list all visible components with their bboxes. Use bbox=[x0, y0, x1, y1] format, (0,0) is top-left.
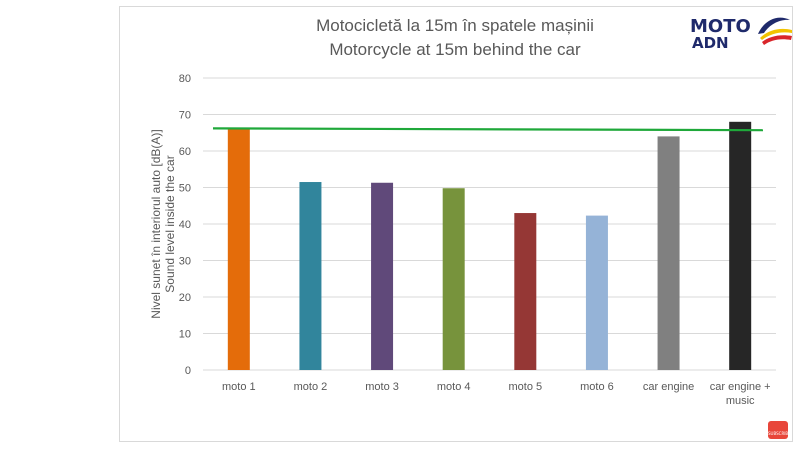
bar-7 bbox=[657, 136, 680, 370]
logo-text-moto: MOTO bbox=[690, 16, 751, 37]
moto-adn-logo: MOTO ADN bbox=[690, 16, 792, 52]
bar-8 bbox=[729, 121, 752, 370]
chart-title-line-2: Motorcycle at 15m behind the car bbox=[329, 40, 581, 59]
bar-1 bbox=[227, 129, 250, 370]
chart-title-line-1: Motocicletă la 15m în spatele mașinii bbox=[316, 16, 594, 35]
bar-4 bbox=[442, 188, 465, 370]
bar-2 bbox=[299, 182, 322, 370]
y-axis-label-line-2: Sound level inside the car bbox=[163, 155, 177, 292]
x-tick-label: moto 3 bbox=[365, 381, 399, 393]
x-tick-label: moto 6 bbox=[580, 381, 614, 393]
bar-3 bbox=[371, 182, 394, 370]
y-axis-label: Nivel sunet în interiorul auto [dB(A)] S… bbox=[149, 129, 177, 318]
chart-title: Motocicletă la 15m în spatele mașinii Mo… bbox=[316, 16, 594, 59]
x-tick-label: moto 1 bbox=[222, 381, 256, 393]
reference-line-group bbox=[212, 127, 764, 132]
y-tick-label: 80 bbox=[179, 73, 191, 85]
x-tick-label: car engine bbox=[643, 381, 694, 393]
logo-swoosh-icon bbox=[758, 17, 792, 45]
x-tick-label: music bbox=[726, 395, 755, 407]
y-tick-label: 0 bbox=[185, 365, 191, 377]
x-tick-label: car engine + bbox=[710, 381, 771, 393]
x-tick-labels: moto 1 moto 2 moto 3 moto 4 moto 5 moto 6 car … bbox=[222, 381, 771, 407]
x-tick-label: moto 5 bbox=[508, 381, 542, 393]
subscribe-badge[interactable]: SUBSCRIBE bbox=[768, 421, 791, 439]
bars bbox=[227, 121, 752, 370]
logo-text-adn: ADN bbox=[692, 34, 729, 52]
y-tick-label: 10 bbox=[179, 329, 191, 341]
y-axis-label-line-1: Nivel sunet în interiorul auto [dB(A)] bbox=[149, 129, 163, 318]
subscribe-label: SUBSCRIBE bbox=[768, 431, 791, 436]
y-tick-label: 70 bbox=[179, 110, 191, 122]
y-tick-label: 60 bbox=[179, 146, 191, 158]
y-tick-label: 30 bbox=[179, 256, 191, 268]
bar-6 bbox=[585, 215, 608, 370]
reference-line bbox=[212, 127, 764, 132]
gridlines bbox=[203, 77, 776, 371]
x-tick-label: moto 2 bbox=[294, 381, 328, 393]
x-tick-label: moto 4 bbox=[437, 381, 471, 393]
y-tick-label: 40 bbox=[179, 219, 191, 231]
bar-5 bbox=[514, 213, 537, 370]
y-tick-label: 20 bbox=[179, 292, 191, 304]
y-tick-labels: 0 10 20 30 40 50 60 70 80 bbox=[179, 73, 191, 377]
y-tick-label: 50 bbox=[179, 183, 191, 195]
